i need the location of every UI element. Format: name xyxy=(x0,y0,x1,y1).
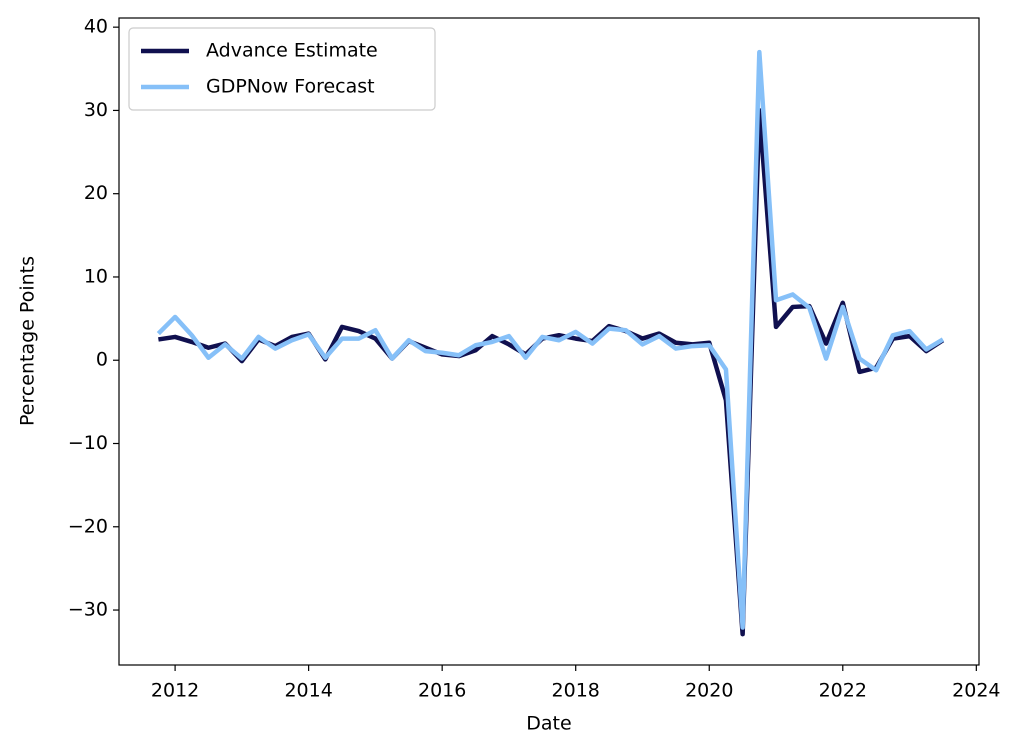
legend-label: GDPNow Forecast xyxy=(206,76,375,98)
x-tick-label: 2014 xyxy=(284,680,332,702)
x-tick-label: 2020 xyxy=(685,680,733,702)
y-tick-label: 0 xyxy=(96,349,108,371)
legend-label: Advance Estimate xyxy=(206,40,378,62)
y-tick-label: −20 xyxy=(68,515,108,537)
y-tick-label: 40 xyxy=(84,16,108,38)
data-line xyxy=(156,49,945,630)
y-tick-label: −10 xyxy=(68,432,108,454)
y-tick-label: 10 xyxy=(84,265,108,287)
x-tick-label: 2012 xyxy=(151,680,199,702)
y-tick-label: 30 xyxy=(84,99,108,121)
y-axis-label: Percentage Points xyxy=(17,256,39,426)
x-axis-label: Date xyxy=(526,713,571,735)
plot-frame xyxy=(118,17,980,666)
y-tick-label: 20 xyxy=(84,182,108,204)
x-tick-label: 2018 xyxy=(552,680,600,702)
x-tick-label: 2024 xyxy=(952,680,1000,702)
x-tick-label: 2022 xyxy=(819,680,867,702)
x-tick-label: 2016 xyxy=(418,680,466,702)
data-line xyxy=(158,108,945,637)
legend-box xyxy=(128,27,436,111)
y-tick-label: −30 xyxy=(68,599,108,621)
